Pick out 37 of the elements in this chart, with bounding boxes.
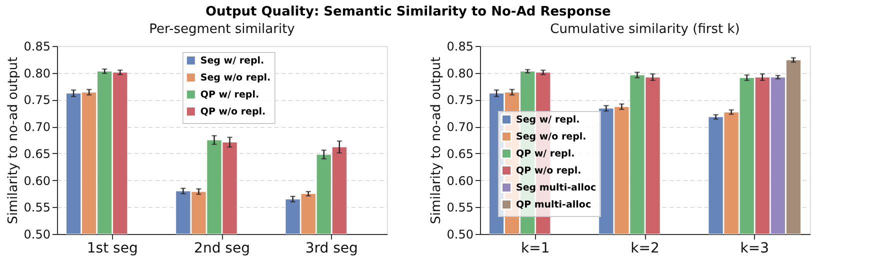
legend-label: QP w/o repl.: [516, 166, 582, 176]
y-tick-label: 0.85: [446, 40, 474, 54]
y-tick-label: 0.60: [24, 174, 50, 188]
legend-label: QP w/o repl.: [200, 106, 266, 118]
legend-label: Seg multi-alloc: [516, 182, 596, 194]
legend-label: QP w/ repl.: [200, 90, 260, 100]
x-tick-label: 1st seg: [86, 240, 138, 256]
x-tick-label: k=2: [630, 240, 660, 256]
y-tick-label: 0.55: [446, 200, 474, 215]
legend-label: Seg w/o repl.: [200, 72, 271, 84]
x-tick-label: 3rd seg: [305, 240, 358, 256]
y-tick-label: 0.55: [24, 200, 50, 215]
y-tick-label: 0.80: [446, 66, 474, 80]
chart-title: Cumulative similarity (first k): [550, 22, 740, 37]
y-tick-label: 0.85: [24, 40, 50, 54]
y-tick-label: 0.65: [24, 146, 50, 161]
legend-label: QP w/ repl.: [516, 148, 575, 160]
chart-title: Per-segment similarity: [149, 22, 296, 37]
legend-label: Seg w/ repl.: [516, 114, 580, 126]
y-tick-label: 0.60: [446, 174, 474, 188]
y-tick-label: 0.80: [24, 66, 50, 80]
y-tick-label: 0.50: [446, 228, 474, 242]
y-tick-label: 0.75: [24, 93, 50, 108]
y-axis-title: Similarity to no-ad output: [6, 56, 21, 224]
y-axis-title: Similarity to no-ad output: [428, 56, 444, 224]
x-tick-label: k=3: [740, 240, 770, 256]
y-tick-label: 0.50: [24, 228, 50, 242]
x-tick-label: 2nd seg: [194, 240, 250, 256]
text: Output Quality: Semantic Similarity to No-Ad Response: [205, 4, 612, 20]
legend-label: QP multi-alloc: [516, 200, 592, 210]
legend-label: Seg w/ repl.: [200, 56, 264, 66]
y-tick-label: 0.65: [446, 146, 474, 161]
legend-label: Seg w/o repl.: [516, 132, 586, 142]
y-tick-label: 0.70: [446, 120, 474, 134]
y-tick-label: 0.70: [24, 120, 50, 134]
y-tick-label: 0.75: [446, 93, 474, 108]
x-tick-label: k=1: [520, 240, 550, 256]
